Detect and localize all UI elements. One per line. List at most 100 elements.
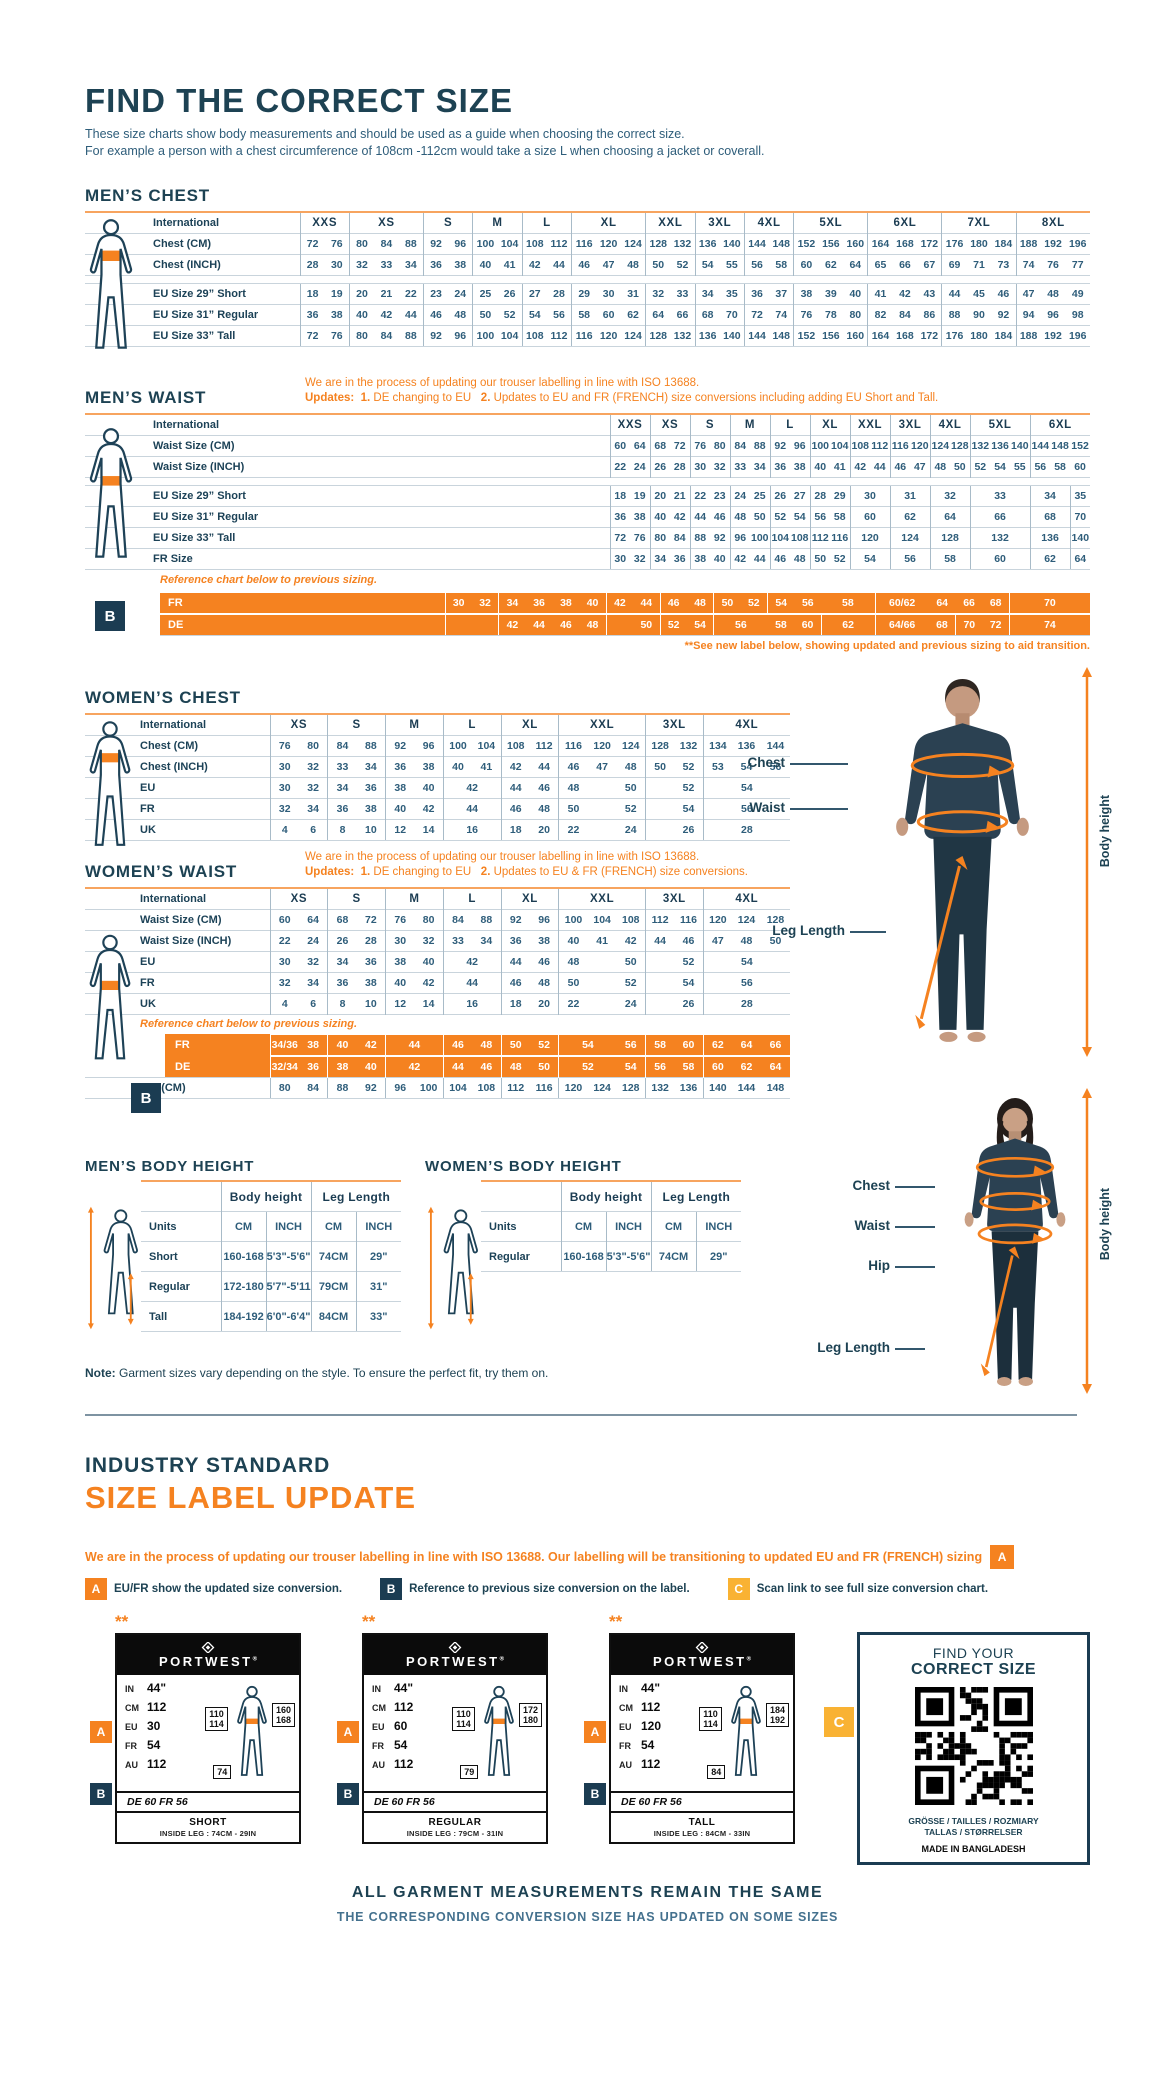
table-cell: 28 [702, 993, 790, 1015]
table-cell: S [689, 413, 731, 436]
female-waist-figure-icon [89, 934, 131, 1060]
table-cell: 29 [830, 485, 851, 507]
height-range-box: 172 180 [518, 1703, 542, 1727]
table-cell: 34 [1029, 485, 1071, 507]
table-cell: 38 [630, 506, 650, 528]
mens-waist-section: MEN’S WAIST We are in the process of upd… [85, 376, 1091, 652]
table-cell: 152 [793, 325, 819, 347]
table-cell: 4XL [702, 887, 790, 910]
table-cell: 184 [991, 233, 1016, 255]
inside-leg: INSIDE LEG : 79CM - 31IN [406, 1829, 504, 1838]
table-cell: 77 [1065, 254, 1091, 276]
table-cell: 100 [442, 735, 473, 757]
table-cell: 6 [298, 819, 328, 841]
table-cell: 66 [955, 591, 983, 614]
table-cell: 80 [414, 909, 444, 931]
table-cell: 168 [892, 325, 918, 347]
table-cell: 34 [694, 283, 720, 305]
table-cell: 3XL [644, 713, 704, 736]
table-cell: 27 [521, 283, 547, 305]
table-cell: 68 [1029, 506, 1071, 528]
table-cell: 76 [324, 325, 350, 347]
table-cell: 48 [529, 972, 559, 994]
table-cell: 66 [892, 254, 918, 276]
womens-chest-table-host: International XS S M L XL XXL 3XL 4XL Chest (CM) 7… [85, 713, 790, 841]
table-cell: 36 [609, 506, 630, 528]
table-cell: 44 [500, 777, 530, 799]
table-cell: 148 [769, 325, 794, 347]
table-cell: 144 [743, 325, 770, 347]
table-cell: 54 [732, 756, 761, 778]
table-cell: 36 [500, 930, 530, 952]
table-cell: 52 [674, 777, 704, 799]
table-cell: 6 [298, 993, 328, 1015]
table-cell: 28 [299, 254, 325, 276]
measure-unit: FR [125, 1741, 137, 1751]
table-cell: UK [85, 993, 271, 1015]
table-cell: 196 [1065, 325, 1091, 347]
table-cell [587, 993, 617, 1015]
female-leg-length-line [895, 1348, 925, 1350]
table-cell: 68 [928, 613, 956, 636]
label-figure-icon [484, 1685, 514, 1776]
table-cell: L [442, 713, 502, 736]
label-figure: 110 114 160 168 74 [205, 1681, 295, 1789]
measure-row: FR 54 [619, 1738, 699, 1757]
table-cell: 108 [849, 435, 871, 457]
table-cell: 116 [529, 1077, 559, 1099]
table-cell: 188 [1015, 325, 1041, 347]
intro-line-2: For example a person with a chest circum… [85, 144, 765, 158]
table-cell: 36 [743, 283, 770, 305]
inside-leg: INSIDE LEG : 84CM - 33IN [653, 1829, 751, 1838]
table-cell: 96 [448, 325, 473, 347]
table-cell: 100 [558, 909, 588, 931]
womens-chest-table: International XS S M L XL XXL 3XL 4XL Chest (CM) 7… [85, 713, 790, 841]
table-cell: XXL [558, 887, 646, 910]
table-cell: 160-168 [560, 1241, 606, 1272]
table-cell: 76 [324, 233, 350, 255]
table-cell: 41 [830, 456, 851, 478]
table-cell: 140 [1069, 527, 1091, 549]
update-note-line1: We are in the process of updating our tr… [305, 851, 700, 863]
table-cell: 8 [327, 819, 357, 841]
table-cell: 46 [472, 1055, 502, 1078]
table-cell: 20 [649, 485, 670, 507]
table-cell: 4XL [702, 713, 790, 736]
table-cell [605, 613, 634, 636]
table-cell: 28 [670, 456, 691, 478]
female-hip-line [895, 1266, 935, 1268]
table-cell: 80 [710, 435, 731, 457]
table-cell: 48 [790, 548, 811, 570]
table-cell: 50 [760, 930, 790, 952]
table-cell: International [85, 413, 610, 436]
table-cell: EU Size 33” Tall [85, 325, 300, 347]
table-cell [587, 819, 617, 841]
table-cell: 196 [1065, 233, 1091, 255]
table-cell: 40 [356, 1055, 386, 1078]
table-cell: 36 [356, 777, 386, 799]
table-cell: 4XL [929, 413, 971, 436]
mens-waist-ref-wrap: B FR 30 32 34 36 38 40 42 44 46 48 50 52 54 56 58 60/62 6… [85, 591, 1090, 636]
table-cell: 26 [497, 283, 523, 305]
measure-unit: IN [619, 1684, 628, 1694]
womens-chest-table-wrap: International XS S M L XL XXL 3XL 4XL Chest (CM) 7… [85, 713, 790, 846]
table-cell: 40 [843, 283, 868, 305]
table-cell: 4XL [743, 211, 794, 234]
table-cell: 124 [732, 909, 761, 931]
table-cell: 112 [500, 1077, 530, 1099]
table-cell: 56 [743, 254, 770, 276]
footer-line-1: ALL GARMENT MEASUREMENTS REMAIN THE SAME [351, 1884, 824, 1901]
table-cell: EU [85, 951, 271, 973]
table-cell: 132 [644, 1077, 675, 1099]
table-cell: XL [500, 713, 559, 736]
table-cell: 72 [299, 325, 325, 347]
table-cell: 124 [620, 325, 646, 347]
table-cell: 136 [732, 735, 761, 757]
table-cell: 56 [546, 304, 572, 326]
table-cell: 60 [702, 1055, 733, 1078]
womens-waist-title: WOMEN’S WAIST [85, 862, 238, 881]
table-cell: 46 [571, 254, 597, 276]
table-cell: 52 [740, 591, 768, 614]
table-cell: INCH [695, 1211, 742, 1242]
